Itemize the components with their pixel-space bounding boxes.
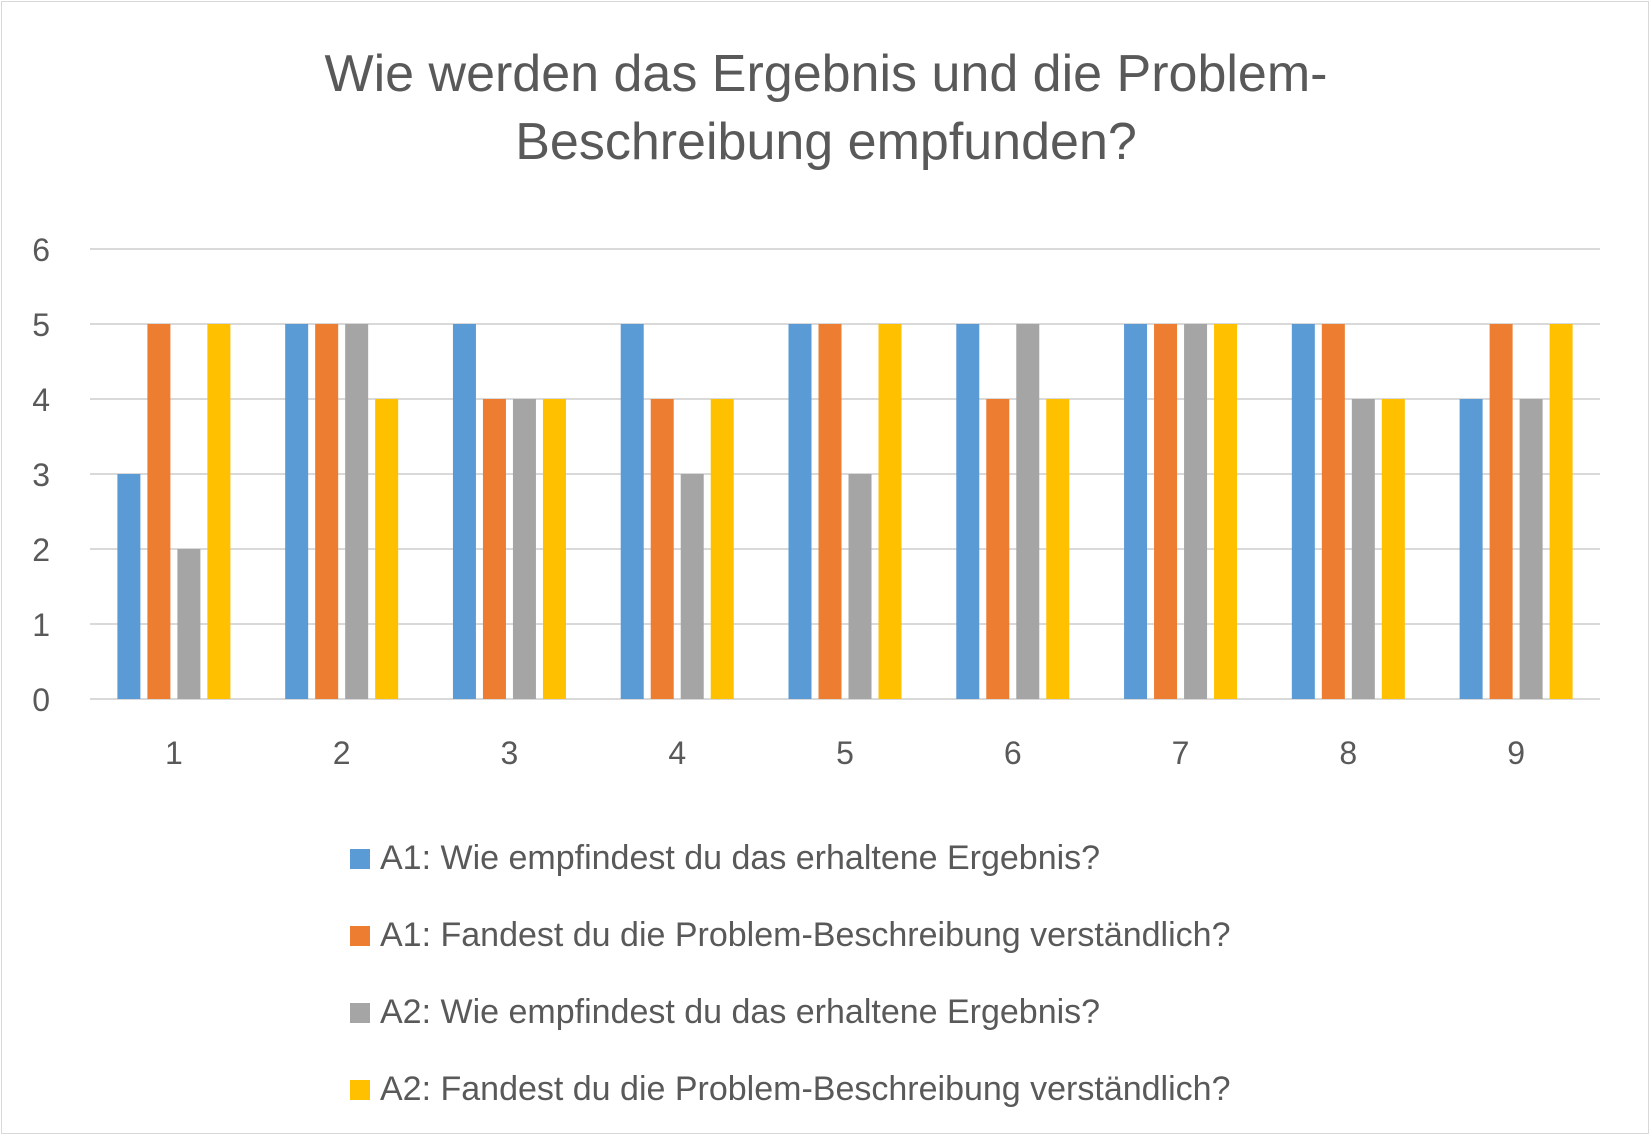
legend-label: A2: Fandest du die Problem-Beschreibung … bbox=[380, 1070, 1231, 1108]
bar-series-1-cat-4 bbox=[620, 324, 644, 699]
bar-series-1-cat-2 bbox=[285, 324, 309, 699]
bar-series-1-cat-8 bbox=[1291, 324, 1315, 699]
legend-swatch bbox=[350, 925, 370, 946]
legend: A1: Wie empfindest du das erhaltene Erge… bbox=[350, 820, 1230, 1128]
bar-series-2-cat-1 bbox=[147, 324, 171, 699]
bar-series-4-cat-8 bbox=[1381, 399, 1405, 699]
bar-series-3-cat-9 bbox=[1519, 399, 1543, 699]
y-tick-label: 2 bbox=[32, 532, 50, 568]
y-tick-label: 1 bbox=[32, 607, 50, 643]
bar-series-4-cat-1 bbox=[207, 324, 231, 699]
x-tick-label: 3 bbox=[501, 735, 519, 771]
legend-label: A1: Fandest du die Problem-Beschreibung … bbox=[380, 916, 1231, 954]
chart-title: Wie werden das Ergebnis und die Problem-… bbox=[0, 40, 1652, 176]
bar-series-2-cat-7 bbox=[1154, 324, 1178, 699]
y-tick-label: 6 bbox=[32, 232, 50, 268]
bar-series-2-cat-8 bbox=[1321, 324, 1345, 699]
legend-label: A1: Wie empfindest du das erhaltene Erge… bbox=[380, 839, 1101, 877]
chart-title-line-2: Beschreibung empfunden? bbox=[515, 113, 1137, 171]
bar-series-2-cat-9 bbox=[1489, 324, 1513, 699]
x-tick-label: 4 bbox=[668, 735, 686, 771]
x-tick-label: 1 bbox=[165, 735, 183, 771]
x-tick-label: 6 bbox=[1004, 735, 1022, 771]
x-tick-label: 8 bbox=[1339, 735, 1357, 771]
bar-series-2-cat-4 bbox=[650, 399, 674, 699]
bar-series-4-cat-3 bbox=[542, 399, 566, 699]
legend-item: A2: Wie empfindest du das erhaltene Erge… bbox=[350, 974, 1230, 1051]
bar-series-3-cat-5 bbox=[848, 474, 872, 699]
bar-series-1-cat-3 bbox=[452, 324, 476, 699]
bar-series-1-cat-1 bbox=[117, 474, 141, 699]
legend-swatch bbox=[350, 1079, 370, 1100]
bar-series-3-cat-6 bbox=[1016, 324, 1040, 699]
gridlines bbox=[90, 248, 1600, 700]
legend-item: A1: Wie empfindest du das erhaltene Erge… bbox=[350, 820, 1230, 897]
bar-series-2-cat-3 bbox=[482, 399, 506, 699]
legend-item: A2: Fandest du die Problem-Beschreibung … bbox=[350, 1051, 1230, 1128]
bar-series-3-cat-8 bbox=[1351, 399, 1375, 699]
x-tick-label: 9 bbox=[1507, 735, 1525, 771]
bar-series-3-cat-4 bbox=[680, 474, 704, 699]
bar-series-2-cat-6 bbox=[986, 399, 1010, 699]
bar-series-3-cat-2 bbox=[345, 324, 369, 699]
legend-swatch bbox=[350, 1002, 370, 1023]
bars bbox=[117, 324, 1573, 699]
legend-swatch bbox=[350, 848, 370, 869]
bar-series-2-cat-2 bbox=[315, 324, 339, 699]
bar-series-4-cat-5 bbox=[878, 324, 902, 699]
y-tick-label: 5 bbox=[32, 307, 50, 343]
x-axis-ticks: 1 2 3 4 5 6 7 8 9 bbox=[165, 735, 1525, 771]
chart-title-line-1: Wie werden das Ergebnis und die Problem- bbox=[324, 45, 1328, 103]
legend-item: A1: Fandest du die Problem-Beschreibung … bbox=[350, 897, 1230, 974]
bar-series-4-cat-6 bbox=[1046, 399, 1070, 699]
bar-series-4-cat-4 bbox=[710, 399, 734, 699]
bar-series-1-cat-5 bbox=[788, 324, 812, 699]
y-axis-ticks: 0 1 2 3 4 5 6 bbox=[32, 232, 50, 718]
bar-series-4-cat-9 bbox=[1549, 324, 1573, 699]
bar-series-4-cat-7 bbox=[1214, 324, 1238, 699]
y-tick-label: 3 bbox=[32, 457, 50, 493]
bar-series-2-cat-5 bbox=[818, 324, 842, 699]
bar-series-3-cat-7 bbox=[1184, 324, 1208, 699]
bar-series-1-cat-6 bbox=[956, 324, 980, 699]
y-tick-label: 0 bbox=[32, 682, 50, 718]
y-tick-label: 4 bbox=[32, 382, 50, 418]
x-tick-label: 2 bbox=[333, 735, 351, 771]
x-tick-label: 7 bbox=[1172, 735, 1190, 771]
bar-series-1-cat-7 bbox=[1124, 324, 1148, 699]
bar-series-4-cat-2 bbox=[375, 399, 399, 699]
x-tick-label: 5 bbox=[836, 735, 854, 771]
legend-label: A2: Wie empfindest du das erhaltene Erge… bbox=[380, 993, 1101, 1031]
bar-series-3-cat-3 bbox=[512, 399, 536, 699]
bar-series-1-cat-9 bbox=[1459, 399, 1483, 699]
bar-series-3-cat-1 bbox=[177, 549, 201, 699]
